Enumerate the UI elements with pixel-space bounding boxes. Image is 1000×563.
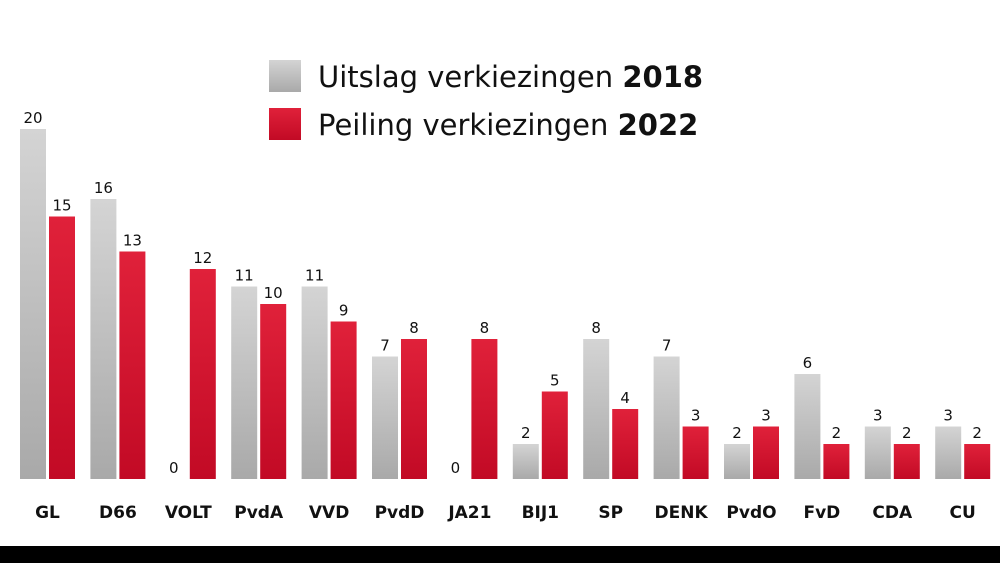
value-label-cu-2022: 2 (972, 424, 982, 442)
category-label-cu: CU (950, 503, 976, 523)
value-label-pvda-2018: 11 (235, 267, 254, 285)
bar-cu-2018 (935, 426, 962, 479)
value-label-pvdo-2018: 2 (732, 424, 742, 442)
bar-d66-2022 (119, 251, 146, 479)
value-label-gl-2022: 15 (52, 197, 71, 215)
value-label-vvd-2018: 11 (305, 267, 324, 285)
bar-cda-2018 (864, 426, 891, 479)
value-label-gl-2018: 20 (23, 109, 42, 127)
bar-denk-2018 (653, 356, 680, 479)
bar-area (20, 129, 991, 479)
category-label-fvd: FvD (803, 503, 840, 523)
bar-cda-2022 (893, 444, 920, 479)
value-label-d66-2022: 13 (123, 232, 142, 250)
value-label-pvdo-2022: 3 (761, 407, 771, 425)
value-label-ja21-2018: 0 (451, 459, 461, 477)
bar-pvdd-2018 (372, 356, 398, 479)
category-label-gl: GL (35, 503, 60, 523)
bar-cu-2022 (964, 444, 991, 479)
bar-sp-2018 (583, 339, 610, 479)
value-label-bij1-2022: 5 (550, 372, 560, 390)
bar-fvd-2022 (823, 444, 850, 479)
value-label-denk-2018: 7 (662, 337, 672, 355)
bar-gl-2018 (20, 129, 46, 479)
value-label-cu-2018: 3 (943, 407, 953, 425)
value-label-volt-2018: 0 (169, 459, 179, 477)
bar-bij1-2022 (541, 391, 568, 479)
bar-pvda-2018 (231, 286, 258, 479)
bottom-bar (0, 546, 1000, 563)
value-label-pvdd-2022: 8 (409, 319, 419, 337)
value-label-cda-2018: 3 (873, 407, 883, 425)
category-label-pvdo: PvdO (726, 503, 776, 523)
bar-vvd-2018 (301, 286, 328, 479)
category-labels: GL D66 VOLT PvdA VVD PvdD JA21 BIJ1 SP DENK PvdO Fv… (35, 503, 976, 523)
value-label-volt-2022: 12 (193, 249, 212, 267)
bar-pvdo-2018 (724, 444, 750, 479)
category-label-vvd: VVD (309, 503, 349, 523)
legend: Uitslag verkiezingen 2018 Peiling verkie… (269, 60, 703, 142)
value-label-cda-2022: 2 (902, 424, 912, 442)
legend-swatch-2018 (269, 60, 301, 92)
bar-pvdo-2022 (753, 426, 779, 479)
value-labels: 20 15 16 13 0 12 11 10 11 9 7 8 0 8 2 5 8 4 7 3 2 3 6 2 3 2 3 2 (23, 109, 982, 477)
value-label-sp-2022: 4 (620, 389, 630, 407)
value-label-fvd-2022: 2 (832, 424, 842, 442)
value-label-sp-2018: 8 (591, 319, 601, 337)
bar-sp-2022 (612, 409, 639, 479)
value-label-pvdd-2018: 7 (380, 337, 390, 355)
value-label-ja21-2022: 8 (480, 319, 490, 337)
category-label-bij1: BIJ1 (522, 503, 559, 523)
bar-vvd-2022 (330, 321, 357, 479)
category-label-ja21: JA21 (447, 503, 491, 523)
legend-label-2018: Uitslag verkiezingen 2018 (318, 60, 703, 94)
category-label-sp: SP (598, 503, 623, 523)
legend-swatch-2022 (269, 108, 301, 140)
bar-pvdd-2022 (401, 339, 427, 479)
value-label-d66-2018: 16 (94, 179, 113, 197)
bar-pvda-2022 (260, 304, 287, 479)
value-label-denk-2022: 3 (691, 407, 701, 425)
bar-bij1-2018 (512, 444, 539, 479)
category-label-d66: D66 (99, 503, 137, 523)
bar-denk-2022 (682, 426, 709, 479)
legend-label-2022: Peiling verkiezingen 2022 (318, 108, 698, 142)
category-label-pvdd: PvdD (375, 503, 425, 523)
category-label-volt: VOLT (165, 503, 212, 523)
value-label-bij1-2018: 2 (521, 424, 531, 442)
bar-volt-2022 (189, 269, 216, 479)
bar-fvd-2018 (794, 374, 821, 479)
category-label-pvda: PvdA (234, 503, 284, 523)
bar-gl-2022 (49, 216, 75, 479)
value-label-pvda-2022: 10 (264, 284, 283, 302)
bar-d66-2018 (90, 199, 117, 479)
value-label-fvd-2018: 6 (803, 354, 813, 372)
category-label-denk: DENK (655, 503, 709, 523)
category-label-cda: CDA (872, 503, 913, 523)
value-label-vvd-2022: 9 (339, 302, 349, 320)
bar-ja21-2022 (471, 339, 498, 479)
